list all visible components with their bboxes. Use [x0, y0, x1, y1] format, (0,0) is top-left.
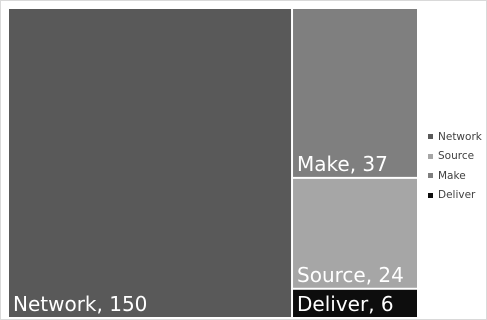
legend-swatch-network	[428, 134, 433, 140]
tile-label-source: Source, 24	[297, 263, 404, 287]
legend-item-network: Network	[428, 127, 482, 147]
tile-label-deliver: Deliver, 6	[297, 292, 394, 316]
tile-network	[9, 9, 292, 317]
legend-item-make: Make	[428, 166, 482, 186]
legend-swatch-deliver	[428, 192, 433, 198]
tile-label-network: Network, 150	[13, 292, 147, 316]
legend-label-network: Network	[438, 130, 482, 143]
tile-make	[293, 9, 417, 177]
legend: Network Source Make Deliver	[428, 127, 482, 205]
tile-source	[293, 178, 417, 288]
tile-deliver	[293, 289, 417, 317]
tile-label-make: Make, 37	[297, 152, 388, 176]
legend-item-source: Source	[428, 147, 482, 167]
legend-swatch-source	[428, 153, 433, 159]
legend-item-deliver: Deliver	[428, 186, 482, 206]
legend-label-source: Source	[438, 150, 475, 163]
legend-swatch-make	[428, 173, 433, 179]
legend-label-deliver: Deliver	[438, 189, 476, 202]
legend-label-make: Make	[438, 169, 466, 182]
